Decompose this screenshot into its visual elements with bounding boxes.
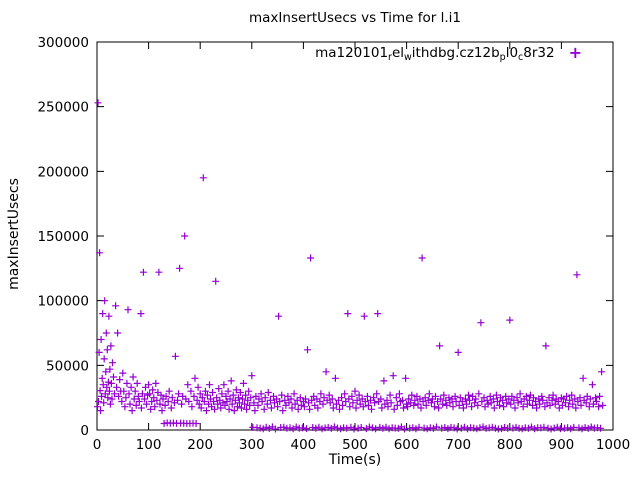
x-tick-label: 600 (394, 437, 420, 453)
y-tick-label: 100000 (37, 294, 89, 310)
x-tick-label: 500 (342, 437, 368, 453)
y-tick-label: 200000 (37, 164, 89, 180)
x-tick-label: 700 (445, 437, 471, 453)
y-tick-label: 250000 (37, 100, 89, 116)
y-axis-label: maxInsertUsecs (6, 178, 22, 290)
x-tick-label: 100 (136, 437, 162, 453)
legend-label-segment: 8r32 (523, 45, 555, 61)
y-tick-label: 300000 (37, 35, 89, 51)
chart-title: maxInsertUsecs vs Time for l.i1 (249, 10, 461, 26)
y-tick-label: 50000 (46, 358, 89, 374)
x-axis-label: Time(s) (328, 452, 382, 468)
legend-label-segment: ma120101 (315, 45, 389, 61)
x-tick-label: 800 (497, 437, 523, 453)
x-tick-label: 400 (291, 437, 317, 453)
x-tick-label: 300 (239, 437, 265, 453)
x-tick-label: 1000 (596, 437, 630, 453)
legend-label-subscript: p (499, 52, 506, 63)
x-tick-label: 0 (93, 437, 102, 453)
plot-border (96, 41, 614, 431)
x-tick-label: 900 (549, 437, 575, 453)
y-tick-label: 150000 (37, 229, 89, 245)
y-tick-label: 0 (80, 423, 89, 439)
legend-label-subscript: r (388, 52, 392, 63)
legend-label-segment: ithdbg.cz12b (411, 45, 500, 61)
legend-label: ma120101relwithdbg.cz12bpl0c8r32 (315, 45, 555, 63)
legend-marker-icon: + (568, 43, 582, 62)
legend: ma120101relwithdbg.cz12bpl0c8r32 + (315, 43, 582, 64)
legend-label-segment: el (391, 45, 405, 61)
axis-ticks (96, 41, 614, 431)
legend-label-subscript: w (404, 52, 412, 63)
legend-label-subscript: c (518, 52, 524, 63)
legend-label-segment: l0 (505, 45, 519, 61)
x-tick-label: 200 (187, 437, 213, 453)
scatter-points (94, 99, 607, 433)
